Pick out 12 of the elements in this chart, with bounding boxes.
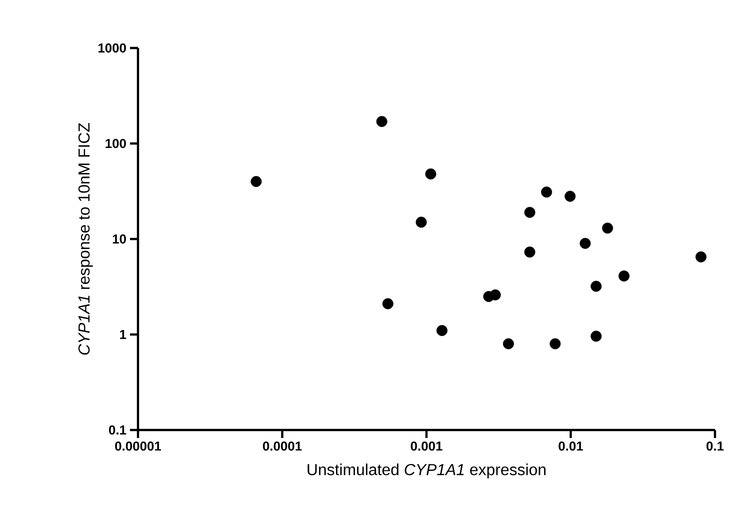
x-axis-title: Unstimulated CYP1A1 expression: [308, 464, 546, 478]
x-tick-label: 0.1: [706, 442, 724, 451]
y-tick-label: 1: [120, 330, 126, 339]
x-tick-label: 0.01: [558, 442, 583, 451]
y-tick-label: 1000: [98, 43, 126, 53]
y-tick-label: 10: [112, 234, 126, 244]
y-axis-title: CYP1A1 response to 10nM FICZ: [78, 123, 93, 355]
y-tick-label: 0.1: [108, 425, 126, 435]
x-tick-label: 0.00001: [115, 442, 162, 451]
x-tick-label: 0.0001: [262, 442, 302, 451]
y-tick-label: 100: [106, 138, 126, 148]
x-tick-label: 0.001: [410, 442, 442, 451]
